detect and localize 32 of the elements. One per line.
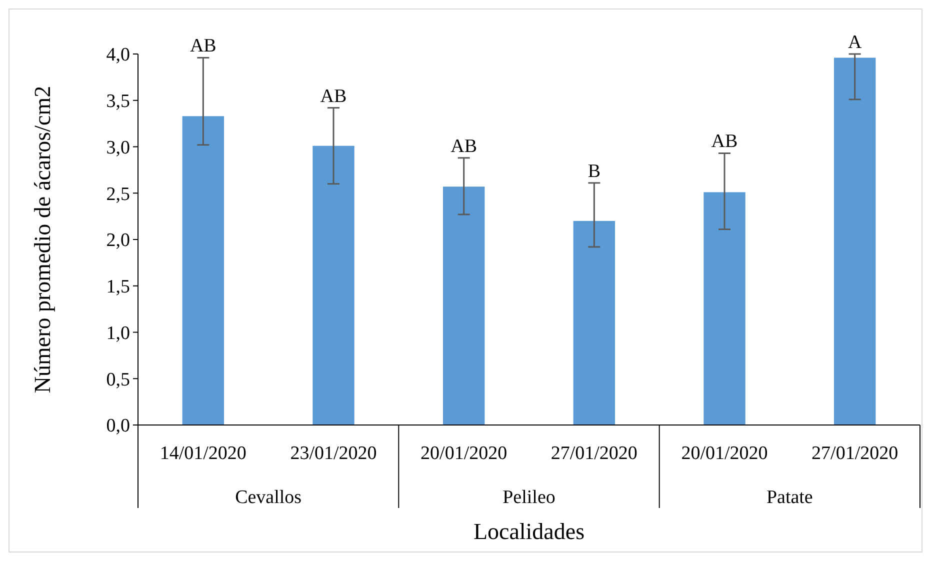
x-axis-title: Localidades xyxy=(473,519,585,544)
bar xyxy=(182,116,224,425)
data-label: B xyxy=(588,160,601,182)
text: Patate xyxy=(766,487,813,508)
data-label: AB xyxy=(711,131,738,152)
y-tick-label: 1,0 xyxy=(106,322,130,344)
x-tick-label: 20/01/2020 xyxy=(681,443,768,464)
bar xyxy=(834,58,876,425)
y-tick-label: 2,0 xyxy=(106,230,130,252)
bar xyxy=(573,220,616,425)
text: Cevallos xyxy=(235,487,302,508)
bar xyxy=(312,146,354,425)
y-tick-label: 0,5 xyxy=(106,369,130,390)
y-tick-label: 4,0 xyxy=(106,44,130,66)
bar xyxy=(704,192,746,425)
y-tick-label: 1,5 xyxy=(106,276,130,298)
y-tick-label: 3,0 xyxy=(106,137,130,158)
y-axis-title: Número promedio de ácaros/cm2 xyxy=(30,86,55,394)
data-label: AB xyxy=(320,86,347,107)
x-tick-label: 20/01/2020 xyxy=(420,443,508,464)
data-label: A xyxy=(848,32,862,53)
y-tick-label: 0,0 xyxy=(106,416,130,437)
y-tick-label: 2,5 xyxy=(106,184,130,205)
bar xyxy=(442,186,485,425)
x-tick-label: 14/01/2020 xyxy=(160,443,246,464)
x-tick-label: 23/01/2020 xyxy=(290,443,377,464)
text: Pelileo xyxy=(502,487,556,508)
y-tick-label: 3,5 xyxy=(106,91,130,112)
x-tick-label: 27/01/2020 xyxy=(550,443,638,464)
x-tick-label: 27/01/2020 xyxy=(812,443,898,464)
data-label: AB xyxy=(450,136,478,157)
data-label: AB xyxy=(190,36,216,57)
